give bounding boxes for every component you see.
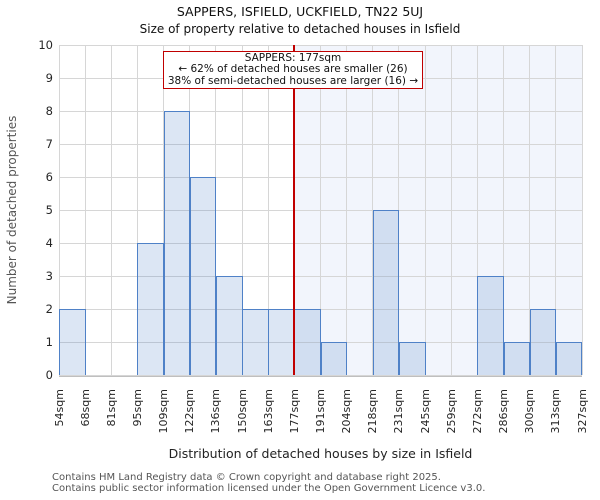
y-tick-label: 2 [45,302,53,316]
histogram-bar-122sqm [189,177,217,375]
histogram-bar-300sqm [529,309,557,375]
x-tick-label: 286sqm [497,389,511,434]
y-tick-label: 0 [45,368,53,382]
histogram-bar-177sqm [294,309,321,375]
histogram-bar-95sqm [137,243,165,375]
x-tick-label: 259sqm [444,389,458,434]
x-tick-label: 109sqm [157,389,171,434]
y-axis-title: Number of detached properties [5,115,19,305]
x-tick-label: 68sqm [78,389,92,427]
y-tick-label: 9 [45,71,53,85]
histogram-bar-150sqm [242,309,269,375]
x-tick-label: 313sqm [549,389,563,434]
x-tick-label: 245sqm [418,389,432,434]
footer-copyright-line2: Contains public sector information licen… [52,483,486,494]
gridline-v [476,45,478,375]
footer-copyright-line1: Contains HM Land Registry data © Crown c… [52,472,441,483]
x-axis-title: Distribution of detached houses by size … [168,446,473,461]
y-tick-label: 8 [45,104,53,118]
gridline-v [346,45,348,375]
x-tick-label: 163sqm [261,389,275,434]
y-tick-label: 6 [45,170,53,184]
histogram-bar-54sqm [59,309,86,375]
marker-line [293,45,296,375]
histogram-bar-191sqm [320,342,348,375]
x-tick-label: 54sqm [52,389,66,427]
gridline-v [241,45,243,375]
x-tick-label: 95sqm [130,389,144,427]
annotation-larger-stat: 38% of semi-detached houses are larger (… [167,74,419,87]
gridline-h [59,374,582,376]
x-tick-label: 327sqm [575,389,589,434]
histogram-bar-272sqm [477,276,505,375]
gridline-v [84,45,86,375]
gridline-v [267,45,269,375]
x-tick-label: 81sqm [104,389,118,427]
annotation-smaller-stat: ← 62% of detached houses are smaller (26… [178,63,408,76]
gridline-v [110,45,112,375]
marker-annotation-box: SAPPERS: 177sqm ← 62% of detached houses… [163,51,423,89]
histogram-bar-136sqm [215,276,243,375]
y-tick-label: 4 [45,236,53,250]
y-tick-label: 7 [45,137,53,151]
x-tick-label: 272sqm [470,389,484,434]
x-tick-label: 218sqm [366,389,380,434]
x-tick-label: 191sqm [314,389,327,434]
y-tick-label: 3 [45,269,53,283]
histogram-bar-163sqm [268,309,295,375]
x-tick-label: 231sqm [392,389,406,434]
x-tick-label: 177sqm [287,389,301,434]
gridline-v [581,45,583,375]
gridline-v [555,45,557,375]
histogram-bar-286sqm [503,342,531,375]
y-tick-label: 10 [38,38,53,52]
x-tick-label: 122sqm [183,389,197,434]
y-tick-label: 5 [45,203,53,217]
gridline-v [450,45,452,375]
annotation-property-label: SAPPERS: 177sqm [244,51,342,64]
gridline-v [503,45,505,375]
histogram-bar-109sqm [163,111,191,375]
histogram-bar-313sqm [555,342,583,375]
y-tick-label: 1 [45,335,53,349]
chart-subtitle: Size of property relative to detached ho… [139,22,461,36]
gridline-v [320,45,321,375]
x-tick-label: 150sqm [235,389,249,434]
gridline-v [424,45,426,375]
x-tick-label: 300sqm [523,389,537,434]
x-tick-label: 204sqm [340,389,354,434]
histogram-bar-231sqm [398,342,426,375]
gridline-v [58,45,60,375]
chart-title: SAPPERS, ISFIELD, UCKFIELD, TN22 5UJ [176,4,424,19]
gridline-v [529,45,531,375]
x-tick-label: 136sqm [209,389,223,434]
plot-area [58,44,583,377]
gridline-v [136,45,138,375]
histogram-bar-218sqm [372,210,400,375]
